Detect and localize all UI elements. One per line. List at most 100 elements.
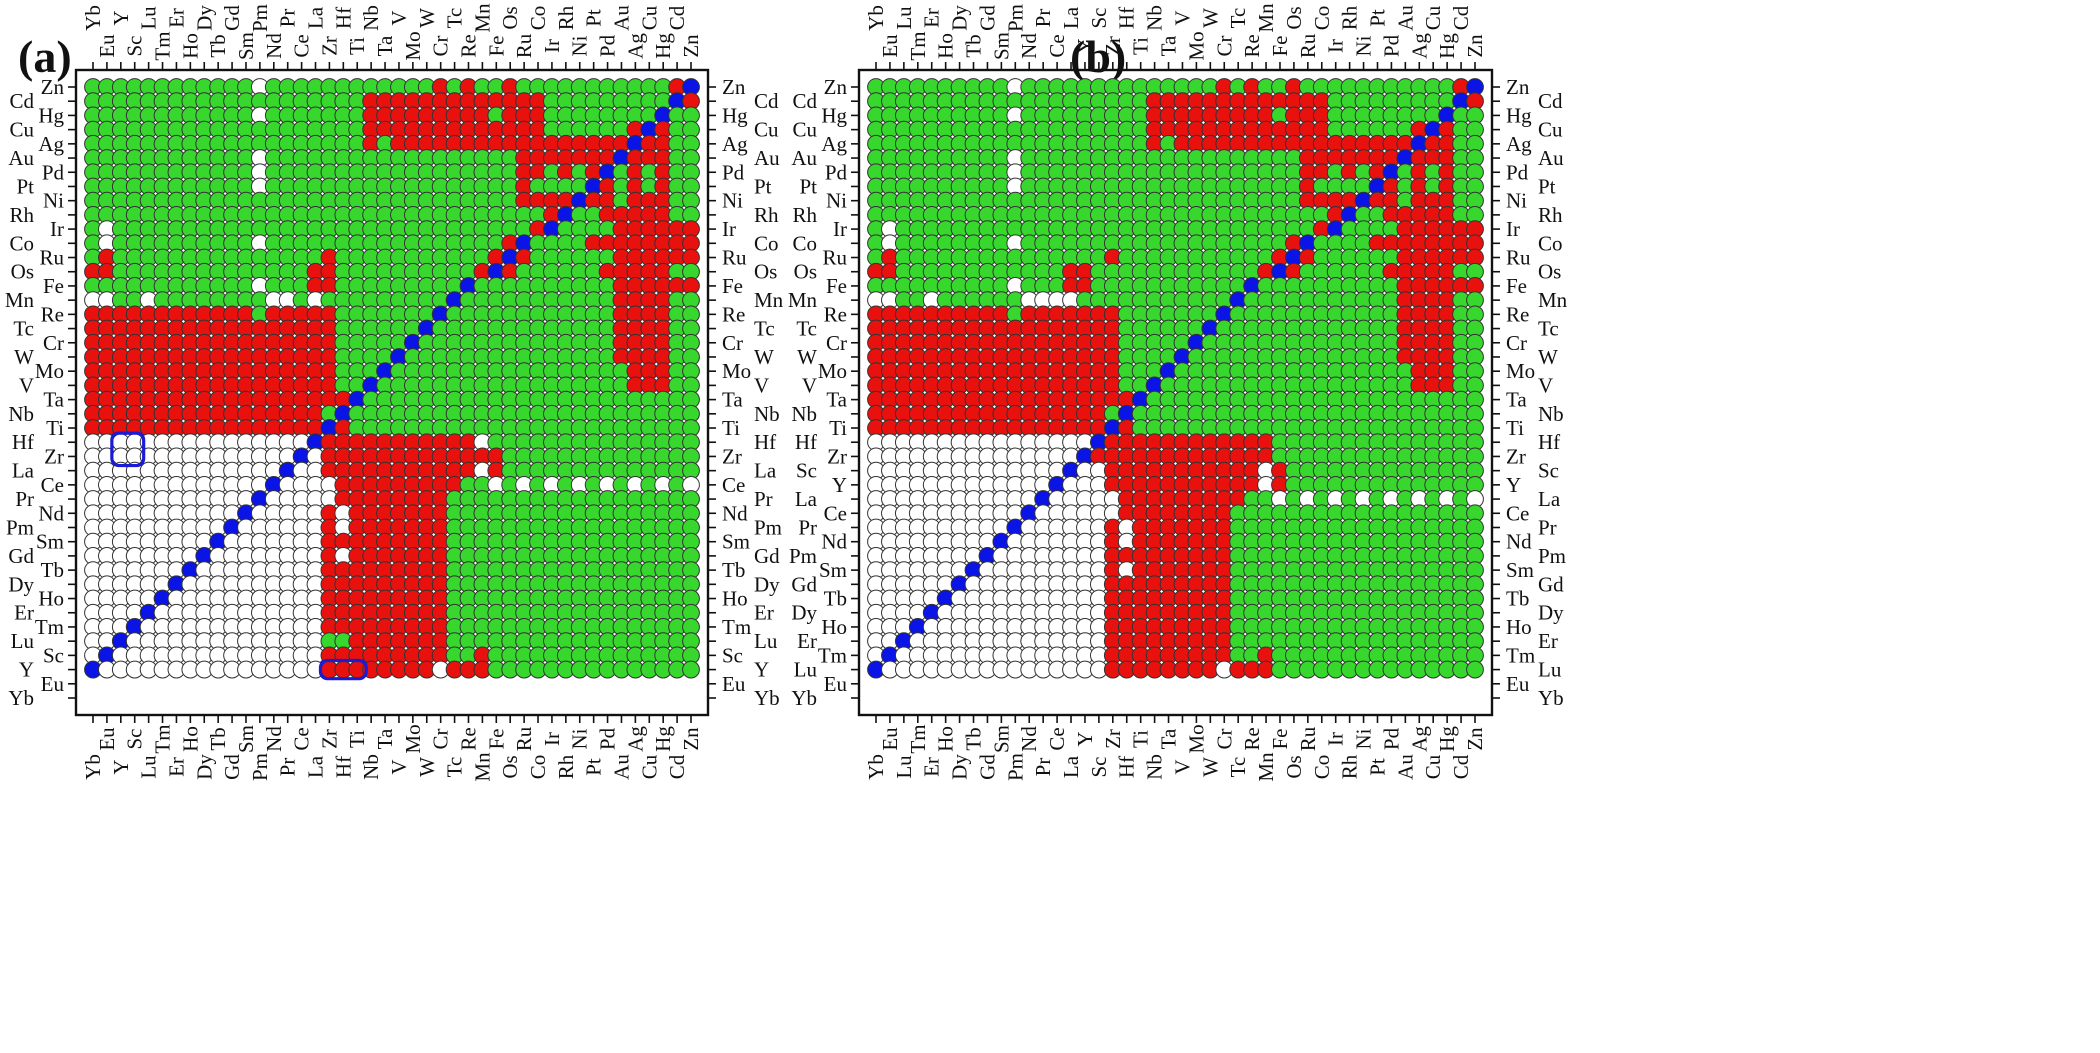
tick-label-bottom: Tc (443, 757, 467, 778)
tick-label-top: Tm (151, 31, 175, 60)
tick-label-right: Ta (722, 388, 743, 412)
tick-label-left: Pr (15, 487, 34, 511)
tick-label-bottom: Mn (470, 752, 494, 782)
tick-label-top: Y (109, 10, 133, 25)
tick-label-left: Nb (791, 402, 817, 426)
tick-label-top: Tc (443, 8, 467, 29)
tick-label-top: Pt (1365, 9, 1389, 27)
tick-label-left: W (14, 345, 34, 369)
tick-label-bottom: Ce (1045, 727, 1069, 750)
tick-label-right: Mn (754, 288, 784, 312)
tick-label-top: Mo (1184, 31, 1208, 60)
tick-label-left: Yb (8, 686, 34, 710)
tick-label-bottom: Pd (596, 727, 620, 750)
tick-label-top: Ni (1352, 35, 1376, 56)
tick-label-left: Sc (796, 459, 817, 483)
tick-label-right: Mo (1506, 359, 1535, 383)
tick-label-left: Cd (9, 89, 34, 113)
tick-label-top: Ag (623, 33, 647, 59)
tick-label-top: Ce (1045, 34, 1069, 57)
tick-label-top: Er (164, 8, 188, 28)
tick-label-right: Eu (722, 672, 746, 696)
tick-label-top: Y (1073, 38, 1097, 53)
tick-label-left: Pt (799, 174, 817, 198)
tick-label-top: Ti (345, 37, 369, 55)
tick-label-bottom: Tm (151, 724, 175, 753)
tick-label-right: Nd (722, 501, 748, 525)
tick-label-left: Ti (829, 416, 847, 440)
tick-label-left: Lu (11, 629, 35, 653)
tick-label-left: Gd (791, 572, 817, 596)
tick-label-left: Nd (821, 530, 847, 554)
tick-label-bottom: Pm (1003, 753, 1027, 781)
tick-label-right: Zr (1506, 444, 1526, 468)
tick-label-bottom: Hg (1435, 726, 1459, 752)
tick-label-bottom: Pd (1379, 727, 1403, 750)
tick-label-left: Pt (16, 174, 34, 198)
tick-label-right: Ag (1506, 132, 1532, 156)
tick-label-bottom: Pr (1031, 758, 1055, 777)
tick-label-bottom: Nd (262, 726, 286, 752)
tick-label-right: Dy (1538, 601, 1564, 625)
tick-label-bottom: Ho (934, 726, 958, 752)
tick-label-bottom: Ta (373, 728, 397, 749)
tick-label-right: Ce (722, 473, 745, 497)
tick-label-top: Hf (331, 7, 355, 29)
tick-label-top: Sm (989, 32, 1013, 60)
tick-label-right: Ir (722, 217, 736, 241)
tick-label-top: Ta (1157, 35, 1181, 56)
tick-label-left: Dy (791, 601, 817, 625)
tick-label-left: Cu (9, 118, 34, 142)
tick-label-bottom: Ce (290, 727, 314, 750)
tick-label-bottom: W (1198, 757, 1222, 777)
tick-label-bottom: Y (1073, 731, 1097, 746)
tick-label-right: Co (754, 231, 779, 255)
tick-label-top: W (415, 8, 439, 28)
tick-label-right: Ho (1506, 615, 1532, 639)
tick-label-bottom: V (1170, 759, 1194, 774)
tick-label-top: Zr (1101, 36, 1125, 56)
tick-label-right: V (1538, 373, 1553, 397)
tick-label-bottom: Eu (878, 727, 902, 751)
tick-label-right: Dy (754, 572, 780, 596)
tick-label-left: Gd (8, 544, 34, 568)
tick-label-right: Y (754, 658, 769, 682)
tick-label-left: Mo (818, 359, 847, 383)
tick-label-right: Tm (722, 615, 751, 639)
tick-label-left: Pd (825, 160, 848, 184)
tick-label-right: Ru (722, 246, 747, 270)
tick-label-bottom: Sc (1087, 757, 1111, 778)
tick-label-top: Au (1393, 5, 1417, 31)
tick-label-left: Zn (824, 75, 848, 99)
tick-label-right: Pd (722, 160, 745, 184)
tick-label-bottom: V (387, 759, 411, 774)
tick-label-top: Pm (1003, 4, 1027, 32)
tick-label-bottom: Pm (248, 753, 272, 781)
tick-label-bottom: Cd (1449, 754, 1473, 779)
tick-label-left: Ta (43, 388, 64, 412)
panel-a-label: (a) (18, 31, 72, 82)
tick-label-right: W (1538, 345, 1558, 369)
tick-label-right: Ti (1506, 416, 1524, 440)
tick-label-top: Ag (1407, 33, 1431, 59)
tick-label-right: Er (754, 601, 774, 625)
tick-label-left: Ni (826, 189, 847, 213)
tick-label-top: Cd (1449, 5, 1473, 30)
tick-label-bottom: Zr (1101, 729, 1125, 749)
tick-label-right: Tc (754, 317, 775, 341)
tick-label-right: Yb (754, 686, 780, 710)
tick-label-bottom: Gd (975, 754, 999, 780)
tick-label-left: Pd (42, 160, 65, 184)
tick-label-top: Cr (429, 35, 453, 56)
tick-label-right: Ce (1506, 501, 1529, 525)
tick-label-left: Tm (35, 615, 64, 639)
tick-label-left: V (802, 373, 817, 397)
tick-label-bottom: Hg (651, 726, 675, 752)
tick-label-right: Pt (754, 174, 772, 198)
tick-label-left: Pm (6, 515, 34, 539)
tick-label-right: Re (722, 302, 745, 326)
tick-label-top: La (304, 6, 328, 29)
tick-label-left: Zn (41, 75, 65, 99)
tick-label-left: Y (19, 658, 34, 682)
tick-label-left: Tb (41, 558, 64, 582)
